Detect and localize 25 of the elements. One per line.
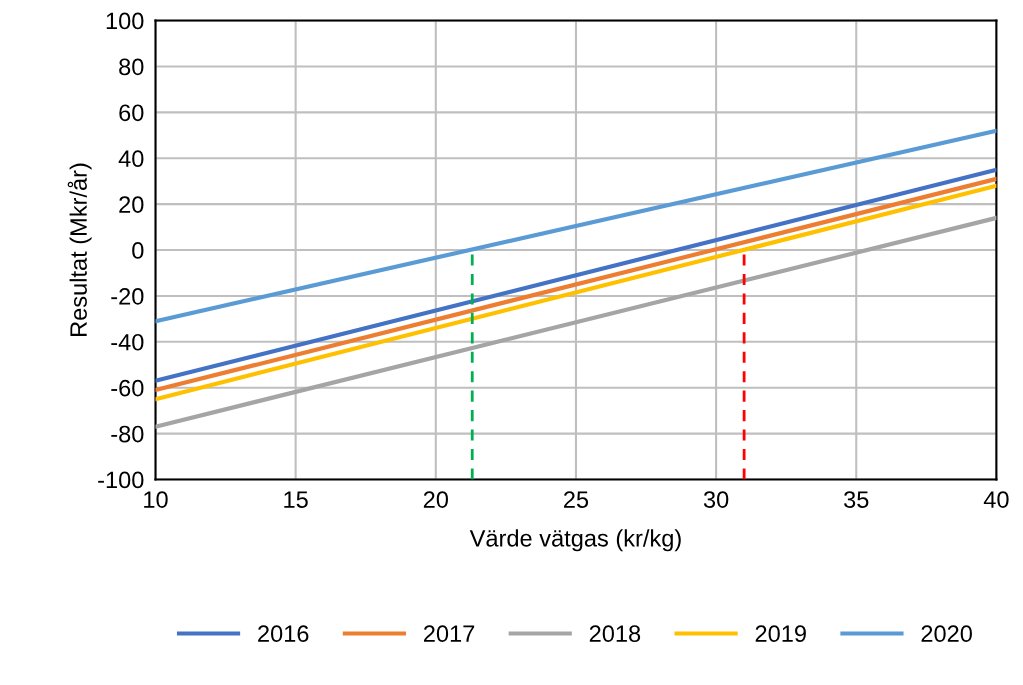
y-tick-label: -40	[111, 333, 144, 351]
legend-label: 2018	[589, 625, 641, 643]
x-tick-label: 40	[983, 491, 1009, 508]
x-tick-label: 20	[423, 491, 449, 508]
x-axis-title: Värde vätgas (kr/kg)	[469, 529, 681, 552]
y-tick-label: 20	[119, 196, 144, 213]
y-tick-label: 60	[119, 104, 144, 122]
y-tick-label: -100	[98, 471, 144, 489]
y-tick-label: -60	[111, 379, 144, 397]
y-tick-label: 0	[132, 242, 144, 259]
x-tick-label: 10	[144, 491, 168, 508]
y-tick-label: -80	[111, 425, 144, 443]
y-tick-label: 100	[106, 12, 144, 30]
legend-label: 2017	[423, 625, 475, 643]
y-tick-label: 40	[118, 150, 144, 168]
y-tick-label: 80	[119, 58, 144, 76]
x-tick-label: 30	[703, 491, 729, 508]
x-tick-label: 35	[844, 491, 869, 508]
legend-label: 2020	[921, 625, 972, 643]
y-tick-label: -20	[111, 287, 144, 305]
x-tick-label: 15	[284, 491, 308, 508]
y-axis-title: Resultat (Mkr/år)	[67, 163, 92, 336]
legend-label: 2016	[258, 625, 309, 643]
x-tick-label: 25	[564, 491, 589, 508]
legend-label: 2019	[755, 625, 806, 643]
